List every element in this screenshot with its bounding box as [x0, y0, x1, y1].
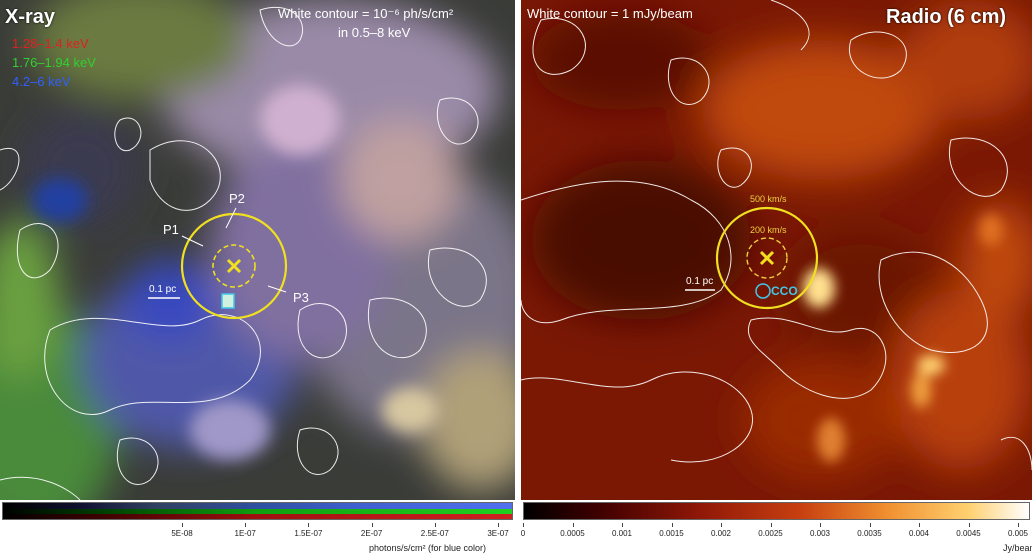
center-x-marker — [759, 250, 775, 266]
colorbar-tick-mark — [1018, 523, 1019, 527]
colorbar-tick-label: 1.5E-07 — [294, 529, 323, 538]
colorbar-tick-label: 3E-07 — [487, 529, 509, 538]
xray-image — [0, 0, 515, 500]
panel-title: Radio (6 cm) — [886, 6, 1007, 28]
cco-marker — [221, 293, 235, 309]
colorbar-tick-label: 0.0015 — [659, 529, 684, 538]
xray-colorbar — [2, 502, 513, 520]
inner-circle — [746, 237, 788, 279]
colorbar-tick-mark — [869, 523, 871, 527]
colorbar-tick-mark — [498, 523, 499, 527]
colorbar-tick-mark — [968, 523, 970, 527]
marker-p2: P2 — [229, 191, 245, 206]
outer-circle — [715, 206, 819, 310]
legend-band-green: 1.76–1.94 keV — [12, 55, 96, 70]
colorbar-tick-label: 0.0035 — [857, 529, 882, 538]
colorbar-tick-mark — [820, 523, 821, 527]
scale-bar-label: 0.1 pc — [686, 276, 714, 287]
xray-colorbar-unit: photons/s/cm² (for blue color) — [369, 543, 487, 553]
velocity-label-200: 200 km/s — [750, 225, 787, 235]
marker-p3: P3 — [293, 290, 309, 305]
radio-panel: White contour = 1 mJy/beam Radio (6 cm) … — [521, 0, 1032, 500]
colorbar-tick-label: 0.003 — [809, 529, 831, 538]
colorbar-tick-label: 0.002 — [710, 529, 732, 538]
panel-title: X-ray — [5, 6, 56, 28]
colorbar-tick-mark — [572, 523, 574, 527]
xray-panel: X-ray 1.28–1.4 keV 1.76–1.94 keV 4.2–6 k… — [0, 0, 515, 500]
colorbar-tick-mark — [371, 523, 373, 527]
radio-colorbar — [523, 502, 1030, 520]
colorbar-tick-label: 0.005 — [1007, 529, 1029, 538]
center-x-marker — [226, 258, 242, 274]
colorbar-tick-mark — [622, 523, 623, 527]
colorbar-tick-mark — [671, 523, 673, 527]
contour-note-line2: in 0.5–8 keV — [338, 25, 411, 40]
colorbar-tick-label: 0.0025 — [758, 529, 783, 538]
colorbar-tick-mark — [919, 523, 920, 527]
colorbar-tick-label: 2.5E-07 — [420, 529, 449, 538]
colorbar-tick-label: 1E-07 — [234, 529, 256, 538]
colorbar-tick-label: 0.001 — [611, 529, 633, 538]
colorbar-tick-mark — [434, 523, 436, 527]
contour-note-line1: White contour = 10⁻⁶ ph/s/cm² — [278, 6, 454, 21]
colorbar-tick-mark — [245, 523, 247, 527]
colorbar-tick-label: 5E-08 — [171, 529, 193, 538]
colorbar-tick-mark — [308, 523, 310, 527]
colorbar-tick-mark — [523, 523, 524, 527]
colorbar-tick-mark — [721, 523, 722, 527]
legend-band-blue: 4.2–6 keV — [12, 74, 71, 89]
velocity-label-500: 500 km/s — [750, 194, 787, 204]
contour-note: White contour = 1 mJy/beam — [527, 6, 693, 21]
marker-p1: P1 — [163, 222, 179, 237]
colorbar-tick-label: 0.004 — [908, 529, 930, 538]
outer-circle — [180, 212, 288, 320]
cco-circle — [755, 283, 771, 299]
radio-colorbar-unit: Jy/beam — [1003, 543, 1032, 553]
colorbar-tick-label: 2E-07 — [360, 529, 383, 538]
colorbar-tick-mark — [770, 523, 772, 527]
cco-label: CCO — [771, 284, 798, 298]
colorbar-tick-mark — [182, 523, 183, 527]
legend-band-red: 1.28–1.4 keV — [12, 36, 89, 51]
colorbar-tick-label: 0.0045 — [956, 529, 981, 538]
colorbar-tick-label: 0.0005 — [560, 529, 585, 538]
radio-image — [521, 0, 1032, 500]
scale-bar-label: 0.1 pc — [149, 284, 177, 295]
colorbar-tick-label: 0 — [520, 529, 526, 538]
inner-circle — [212, 244, 256, 288]
